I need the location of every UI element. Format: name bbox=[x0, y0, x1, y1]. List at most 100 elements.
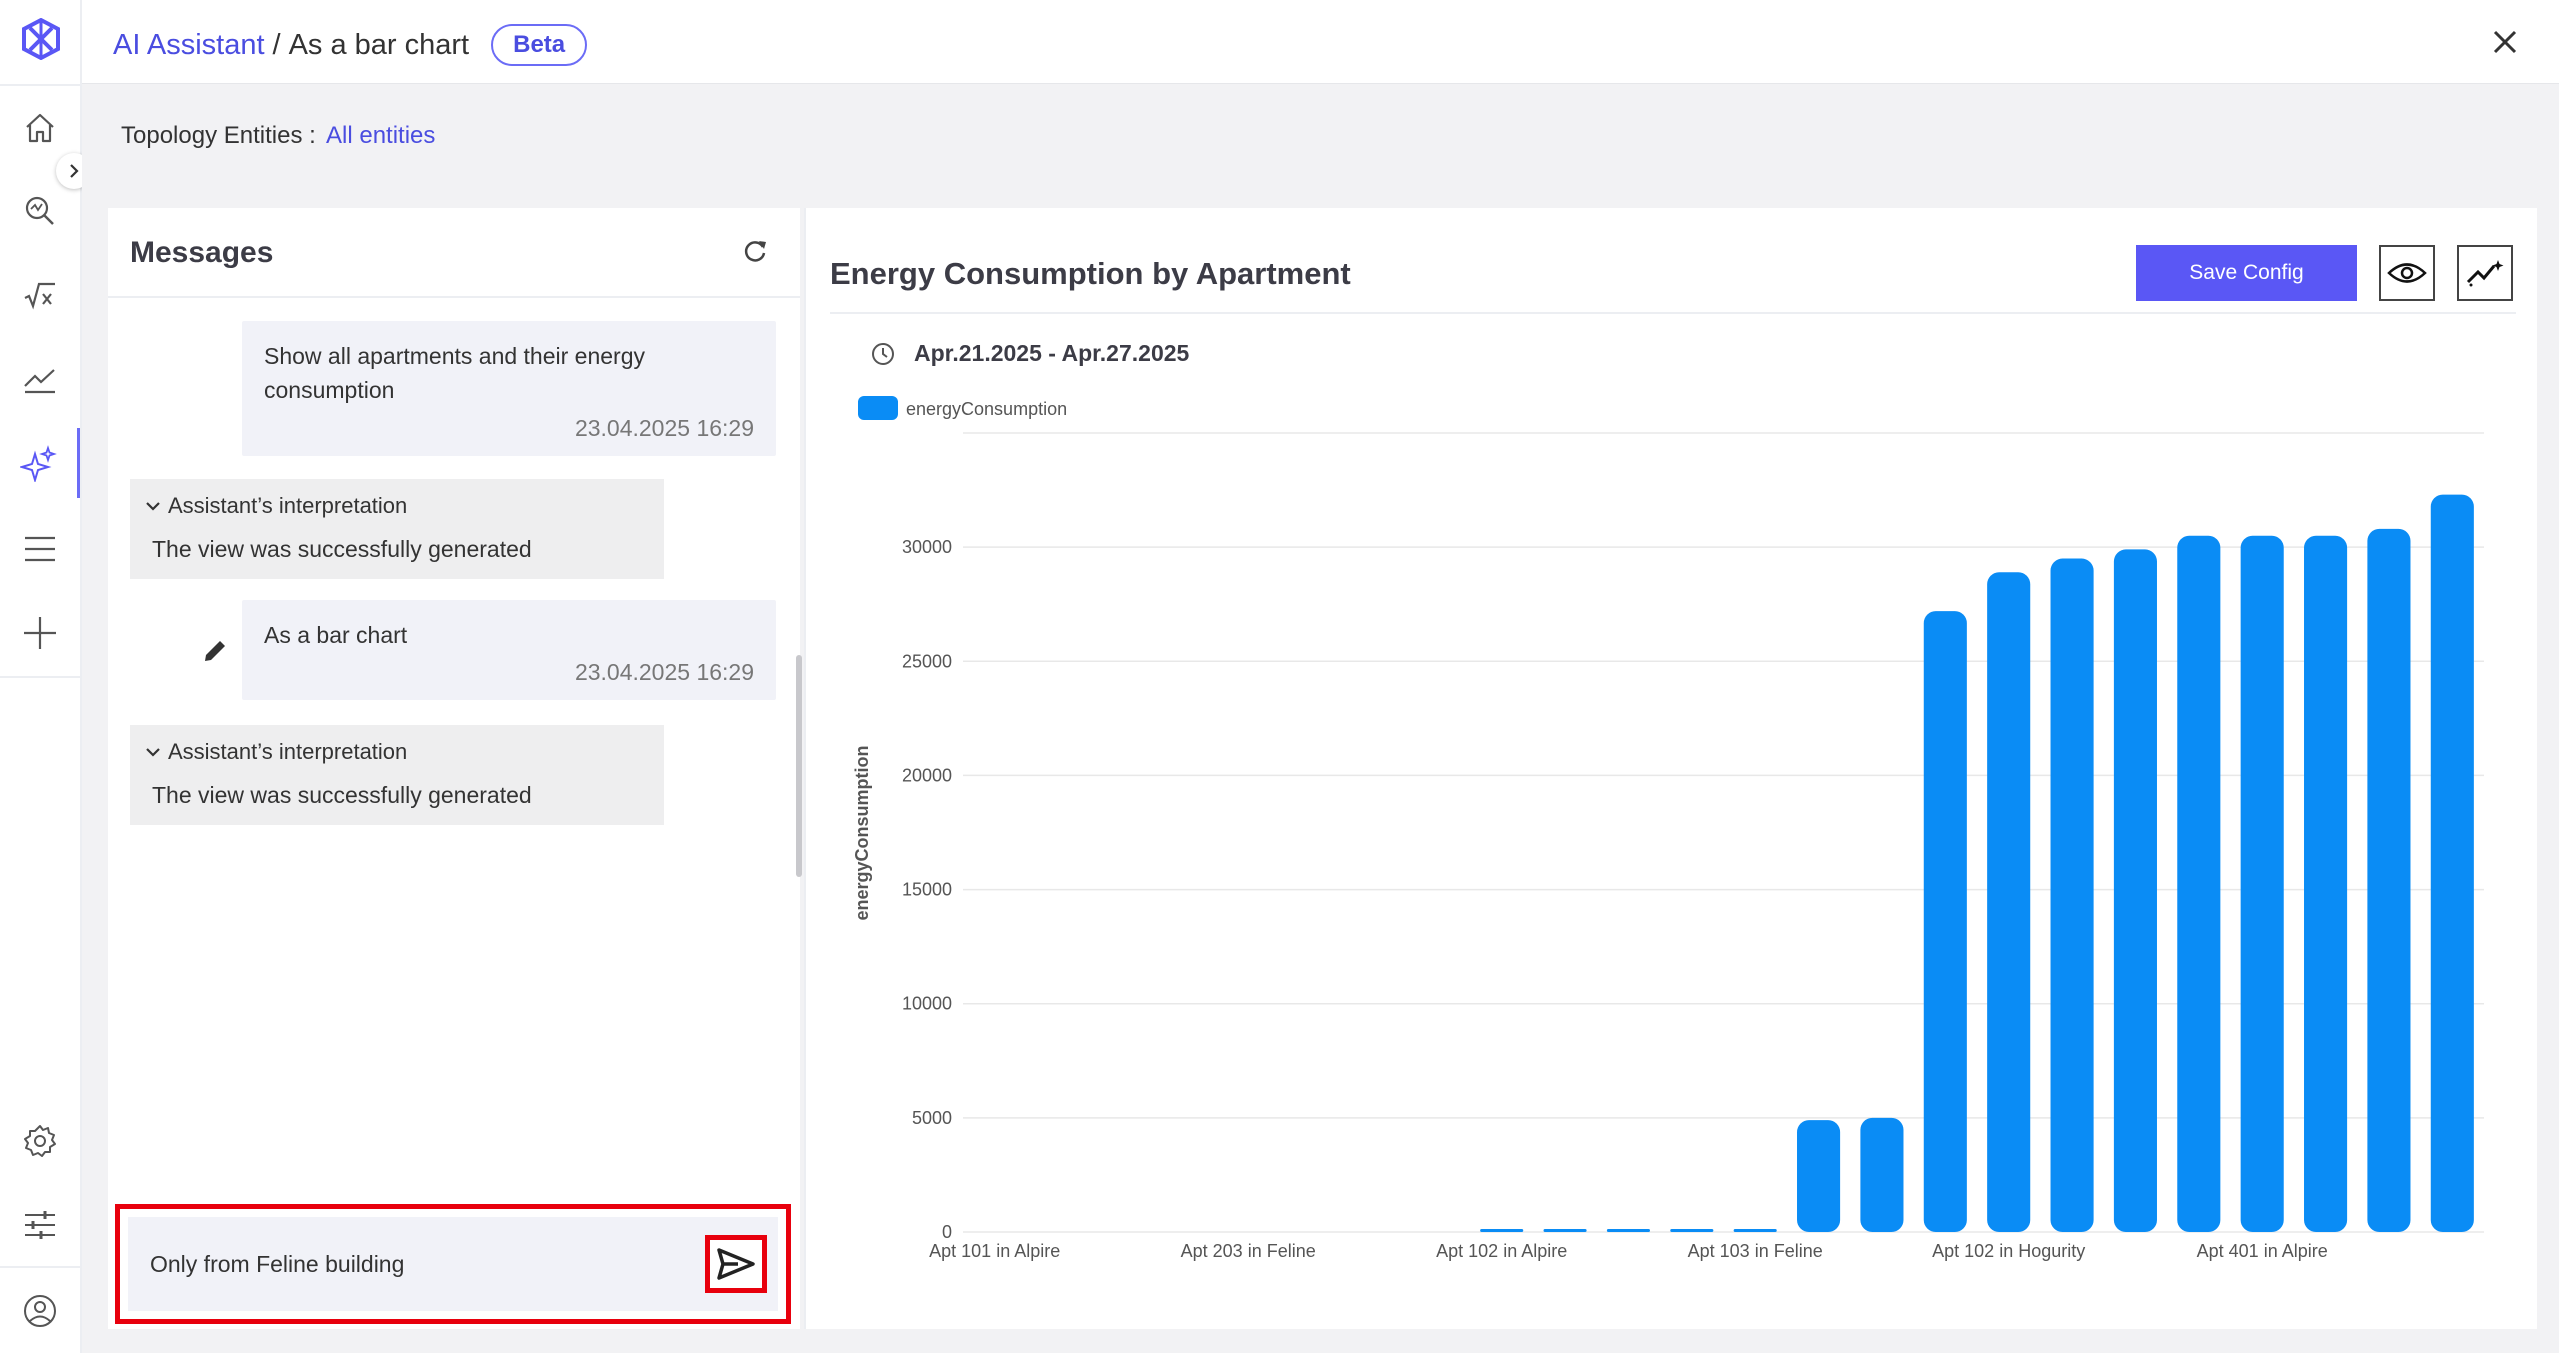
nav-add[interactable] bbox=[0, 598, 80, 668]
trend-icon bbox=[24, 369, 55, 394]
bar bbox=[2240, 535, 2284, 1232]
bar bbox=[1670, 1229, 1714, 1232]
breadcrumb-ai-assistant-link[interactable]: AI Assistant bbox=[113, 28, 265, 61]
bar bbox=[2177, 535, 2221, 1232]
y-tick-label: 20000 bbox=[902, 765, 952, 785]
legend-swatch bbox=[858, 396, 898, 420]
logo-icon[interactable] bbox=[20, 17, 62, 61]
x-tick-label: Apt 101 in Alpire bbox=[929, 1241, 1060, 1261]
user-icon bbox=[24, 1295, 56, 1327]
preview-button[interactable] bbox=[2379, 245, 2435, 301]
bar bbox=[1543, 1229, 1587, 1232]
y-tick-label: 15000 bbox=[902, 880, 952, 900]
nav-settings[interactable] bbox=[0, 1106, 80, 1176]
chart-type-button[interactable] bbox=[2457, 245, 2513, 301]
message-input[interactable] bbox=[150, 1217, 690, 1311]
legend-label: energyConsumption bbox=[906, 399, 1067, 419]
close-icon bbox=[2493, 30, 2517, 54]
nav-sliders[interactable] bbox=[0, 1190, 80, 1260]
bar bbox=[1797, 1120, 1841, 1232]
message-input-container bbox=[128, 1217, 778, 1311]
message-text: Show all apartments and their energy con… bbox=[264, 343, 645, 403]
user-message: As a bar chart 23.04.2025 16:29 bbox=[242, 600, 776, 700]
x-tick-label: Apt 102 in Hogurity bbox=[1932, 1241, 2085, 1261]
nav-divider bbox=[0, 84, 80, 86]
bar bbox=[1733, 1229, 1777, 1232]
assistant-interpretation: Assistant’s interpretation The view was … bbox=[130, 725, 664, 825]
y-tick-label: 30000 bbox=[902, 537, 952, 557]
message-text: As a bar chart bbox=[264, 622, 408, 648]
bar bbox=[2367, 528, 2411, 1232]
bar bbox=[1606, 1229, 1650, 1232]
eye-icon bbox=[2387, 263, 2427, 283]
bar-chart: energyConsumption 0 5000 10000 15000 20000 250… bbox=[852, 396, 2484, 1261]
save-config-button[interactable]: Save Config bbox=[2136, 245, 2357, 301]
refresh-icon bbox=[744, 241, 766, 262]
bar bbox=[2050, 558, 2094, 1232]
user-message: Show all apartments and their energy con… bbox=[242, 321, 776, 456]
chart-title: Energy Consumption by Apartment bbox=[830, 256, 1351, 291]
close-button[interactable] bbox=[2487, 24, 2523, 60]
send-button[interactable] bbox=[705, 1235, 767, 1293]
nav-home[interactable] bbox=[0, 93, 80, 163]
nav-search-analytics[interactable] bbox=[0, 176, 80, 246]
date-range: Apr.21.2025 - Apr.27.2025 bbox=[870, 340, 1189, 367]
y-tick-label: 25000 bbox=[902, 651, 952, 671]
bar bbox=[2113, 549, 2157, 1232]
y-tick-label: 5000 bbox=[912, 1108, 952, 1128]
chevron-right-icon bbox=[70, 164, 79, 178]
x-tick-label: Apt 401 in Alpire bbox=[2197, 1241, 2328, 1261]
bar bbox=[1987, 572, 2031, 1232]
breadcrumb: AI Assistant / As a bar chart Beta bbox=[113, 24, 588, 66]
edit-message-button[interactable] bbox=[200, 636, 230, 666]
chevron-down-icon bbox=[146, 748, 160, 757]
nav-user[interactable] bbox=[0, 1276, 80, 1346]
ai-sparkle-icon bbox=[19, 445, 57, 482]
messages-panel: Messages Show all apartments and their e… bbox=[108, 208, 800, 1329]
topology-entities-link[interactable]: All entities bbox=[326, 122, 436, 149]
chart-panel: Energy Consumption by Apartment Save Con… bbox=[804, 208, 2537, 1329]
nav-formula[interactable] bbox=[0, 260, 80, 330]
add-icon bbox=[24, 617, 56, 649]
nav-divider bbox=[0, 676, 80, 678]
messages-scrollbar[interactable] bbox=[796, 655, 802, 877]
nav-trend[interactable] bbox=[0, 344, 80, 414]
left-navigation bbox=[0, 0, 92, 1353]
home-icon bbox=[26, 113, 54, 143]
bar bbox=[2304, 535, 2348, 1232]
sparkle-chart-icon bbox=[2466, 260, 2504, 287]
chevron-down-icon bbox=[146, 502, 160, 511]
topology-label: Topology Entities : bbox=[121, 122, 316, 149]
interpretation-toggle[interactable]: Assistant’s interpretation bbox=[144, 739, 407, 765]
y-tick-label: 10000 bbox=[902, 994, 952, 1014]
bar bbox=[1923, 611, 1967, 1232]
x-tick-label: Apt 103 in Feline bbox=[1688, 1241, 1823, 1261]
nav-ai-assistant[interactable] bbox=[0, 428, 80, 498]
assistant-interpretation: Assistant’s interpretation The view was … bbox=[130, 479, 664, 579]
date-range-text: Apr.21.2025 - Apr.27.2025 bbox=[914, 340, 1190, 366]
topology-bar: Topology Entities : All entities bbox=[82, 84, 2559, 184]
nav-menu-list[interactable] bbox=[0, 514, 80, 584]
y-axis-label: energyConsumption bbox=[852, 745, 872, 920]
y-tick-label: 0 bbox=[942, 1222, 952, 1242]
interpretation-header: Assistant’s interpretation bbox=[168, 493, 408, 518]
page-header: AI Assistant / As a bar chart Beta bbox=[82, 0, 2559, 84]
x-tick-label: Apt 102 in Alpire bbox=[1436, 1241, 1567, 1261]
messages-title: Messages bbox=[130, 236, 274, 269]
x-tick-label: Apt 203 in Feline bbox=[1181, 1241, 1316, 1261]
message-timestamp: 23.04.2025 16:29 bbox=[574, 415, 754, 441]
interpretation-text: The view was successfully generated bbox=[152, 536, 532, 562]
beta-badge: Beta bbox=[491, 24, 588, 66]
bar bbox=[2430, 494, 2474, 1232]
messages-header: Messages bbox=[108, 208, 800, 298]
breadcrumb-current: As a bar chart bbox=[288, 28, 470, 61]
sliders-icon bbox=[25, 1211, 55, 1239]
pencil-icon bbox=[205, 641, 225, 661]
interpretation-toggle[interactable]: Assistant’s interpretation bbox=[144, 493, 407, 519]
settings-icon bbox=[24, 1125, 56, 1157]
send-icon bbox=[717, 1248, 755, 1280]
message-input-highlight bbox=[115, 1204, 791, 1324]
refresh-button[interactable] bbox=[740, 236, 770, 266]
breadcrumb-separator: / bbox=[272, 28, 281, 61]
interpretation-header: Assistant’s interpretation bbox=[168, 739, 408, 764]
